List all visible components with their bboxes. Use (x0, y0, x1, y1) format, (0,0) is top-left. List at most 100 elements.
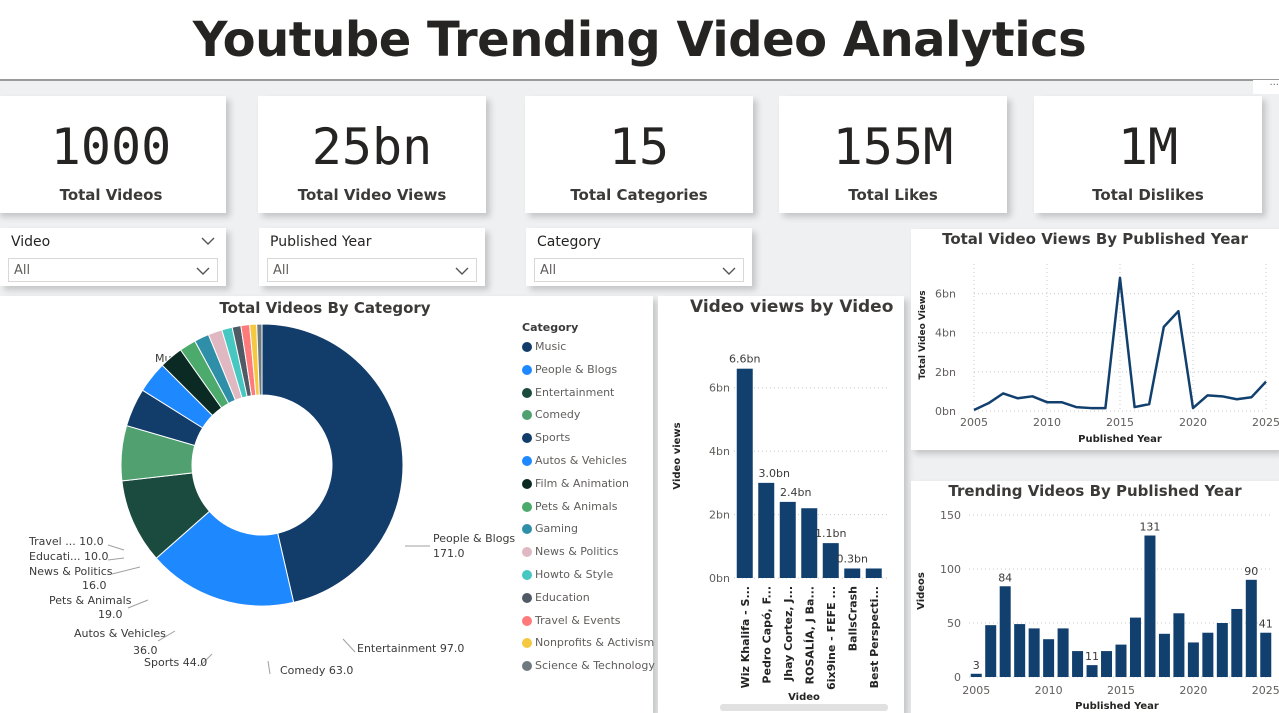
bar (1072, 651, 1084, 677)
legend-marker (522, 547, 532, 558)
leader-line (199, 653, 213, 667)
legend-label: Entertainment (535, 385, 615, 399)
legend-label: Gaming (535, 522, 578, 536)
legend-label: Howto & Style (535, 568, 614, 581)
donut-chart-card: Total Videos By Category Music 464.0Peop… (0, 296, 655, 713)
bar (1187, 642, 1199, 677)
bar-data-label: 3.0bn (759, 467, 790, 480)
legend-marker (522, 387, 532, 398)
y-tick-label: 100 (940, 563, 961, 576)
x-axis-title: Video (788, 692, 820, 703)
bar-data-label: 3 (973, 659, 980, 672)
bar (999, 586, 1011, 677)
chevron-down-icon[interactable] (721, 264, 737, 278)
slice-label: Autos & Vehicles (74, 627, 166, 640)
y-axis-title: Total Video Views (918, 290, 928, 379)
y-tick-label: 150 (940, 509, 961, 522)
slice-label-value: 16.0 (82, 579, 107, 592)
slice-label-value: 36.0 (133, 644, 158, 657)
kpi-value: 15 (608, 118, 670, 176)
line-chart-card: Total Video Views By Published Year 0bn 2… (911, 229, 1279, 450)
chevron-down-icon[interactable] (195, 264, 211, 278)
bar (1014, 624, 1026, 677)
chevron-down-icon[interactable] (200, 234, 216, 248)
legend-marker (522, 478, 532, 489)
y-axis-title: Videos (916, 572, 927, 610)
slicer-value: All (540, 263, 557, 278)
video-views-bar-chart: 0bn 2bn 4bn 6bn 6.6bn Wiz Khalifa - S... 3.0bn… (672, 353, 888, 703)
bar (779, 501, 796, 578)
x-tick-label: Best Perspecti... (868, 586, 881, 688)
bar (1057, 628, 1069, 677)
series-line (973, 276, 1267, 412)
video-views-chart-card: Video views by Video 0bn 2bn 4bn 6bn 6.6bn Wi… (658, 296, 904, 713)
slicer-value: All (14, 263, 31, 278)
bar-data-label: 11 (1085, 650, 1099, 663)
leader-line (342, 638, 356, 653)
slicer-dropdown[interactable]: All (8, 258, 218, 282)
bar-data-label: 41 (1259, 618, 1273, 631)
legend-marker (522, 592, 532, 603)
x-tick-label: Pedro Capó, F... (760, 586, 773, 684)
legend-label: Nonprofits & Activism (535, 636, 655, 650)
horizontal-scrollbar[interactable] (720, 704, 888, 711)
x-tick-label: ROSALÍA, J Ba... (803, 586, 816, 684)
y-tick-label: 0 (954, 671, 961, 684)
kpi-value: 25bn (311, 118, 433, 176)
bar (1202, 632, 1214, 677)
kpi-card-total-videos: 1000 Total Videos (0, 96, 226, 213)
y-tick-label: 50 (947, 617, 961, 630)
y-tick-label: 0bn (709, 572, 730, 585)
legend-label: News & Politics (535, 545, 619, 559)
slice-label: Educati... 10.0 (29, 550, 109, 563)
x-tick-label: 2025 (1252, 416, 1279, 429)
legend-title: Category (522, 321, 579, 334)
legend-label: Travel & Events (535, 613, 621, 627)
slice-label: Pets & Animals (49, 594, 132, 607)
legend-marker (522, 501, 532, 512)
bar (1115, 644, 1127, 677)
slice-label: Travel ... 10.0 (28, 535, 104, 548)
slicer-dropdown[interactable]: All (267, 258, 477, 282)
kpi-value: 1M (1117, 118, 1179, 176)
slicer-dropdown[interactable]: All (534, 258, 744, 282)
y-tick-label: 4bn (709, 445, 730, 458)
bar (985, 625, 997, 677)
bar (1158, 633, 1170, 677)
x-tick-label: BallsCrash (846, 586, 859, 651)
donut-slice (155, 510, 295, 607)
legend-label: Film & Animation (535, 476, 630, 490)
bar (1101, 651, 1113, 677)
bar (758, 482, 775, 578)
kpi-card-total-likes: 155M Total Likes (779, 96, 1007, 213)
slice-label-value: 19.0 (98, 608, 123, 621)
chart-title: Total Videos By Category (219, 299, 431, 317)
bar (1086, 665, 1098, 677)
kpi-value: 1000 (50, 118, 172, 176)
donut-slice (256, 323, 263, 396)
slice-label: People & Blogs (433, 532, 515, 545)
bar-data-label: 1.1bn (815, 527, 846, 540)
slicer-published-year: Published Year All (259, 228, 485, 286)
x-tick-label: 2015 (1107, 684, 1135, 697)
legend-marker (522, 342, 532, 352)
y-tick-label: 2bn (935, 366, 956, 379)
y-tick-label: 4bn (935, 327, 956, 340)
legend-label: Education (535, 590, 590, 604)
bar-data-label: 6.6bn (729, 353, 760, 366)
more-options-icon[interactable]: ··· (1253, 80, 1279, 94)
legend-marker (522, 615, 532, 626)
x-tick-label: 2005 (960, 416, 988, 429)
x-tick-label: 2015 (1106, 416, 1134, 429)
kpi-label: Total Video Views (297, 186, 447, 204)
x-tick-label: 2025 (1252, 684, 1279, 697)
bar (822, 543, 839, 578)
bar (1245, 579, 1257, 677)
kpi-value: 155M (832, 118, 954, 176)
dashboard-header: Youtube Trending Video Analytics (0, 0, 1279, 80)
legend-marker (522, 456, 532, 466)
x-tick-label: Jhay Cortez, J... (782, 586, 795, 682)
chart-title: Trending Videos By Published Year (948, 482, 1242, 500)
chevron-down-icon[interactable] (454, 264, 470, 278)
kpi-label: Total Videos (59, 186, 163, 204)
